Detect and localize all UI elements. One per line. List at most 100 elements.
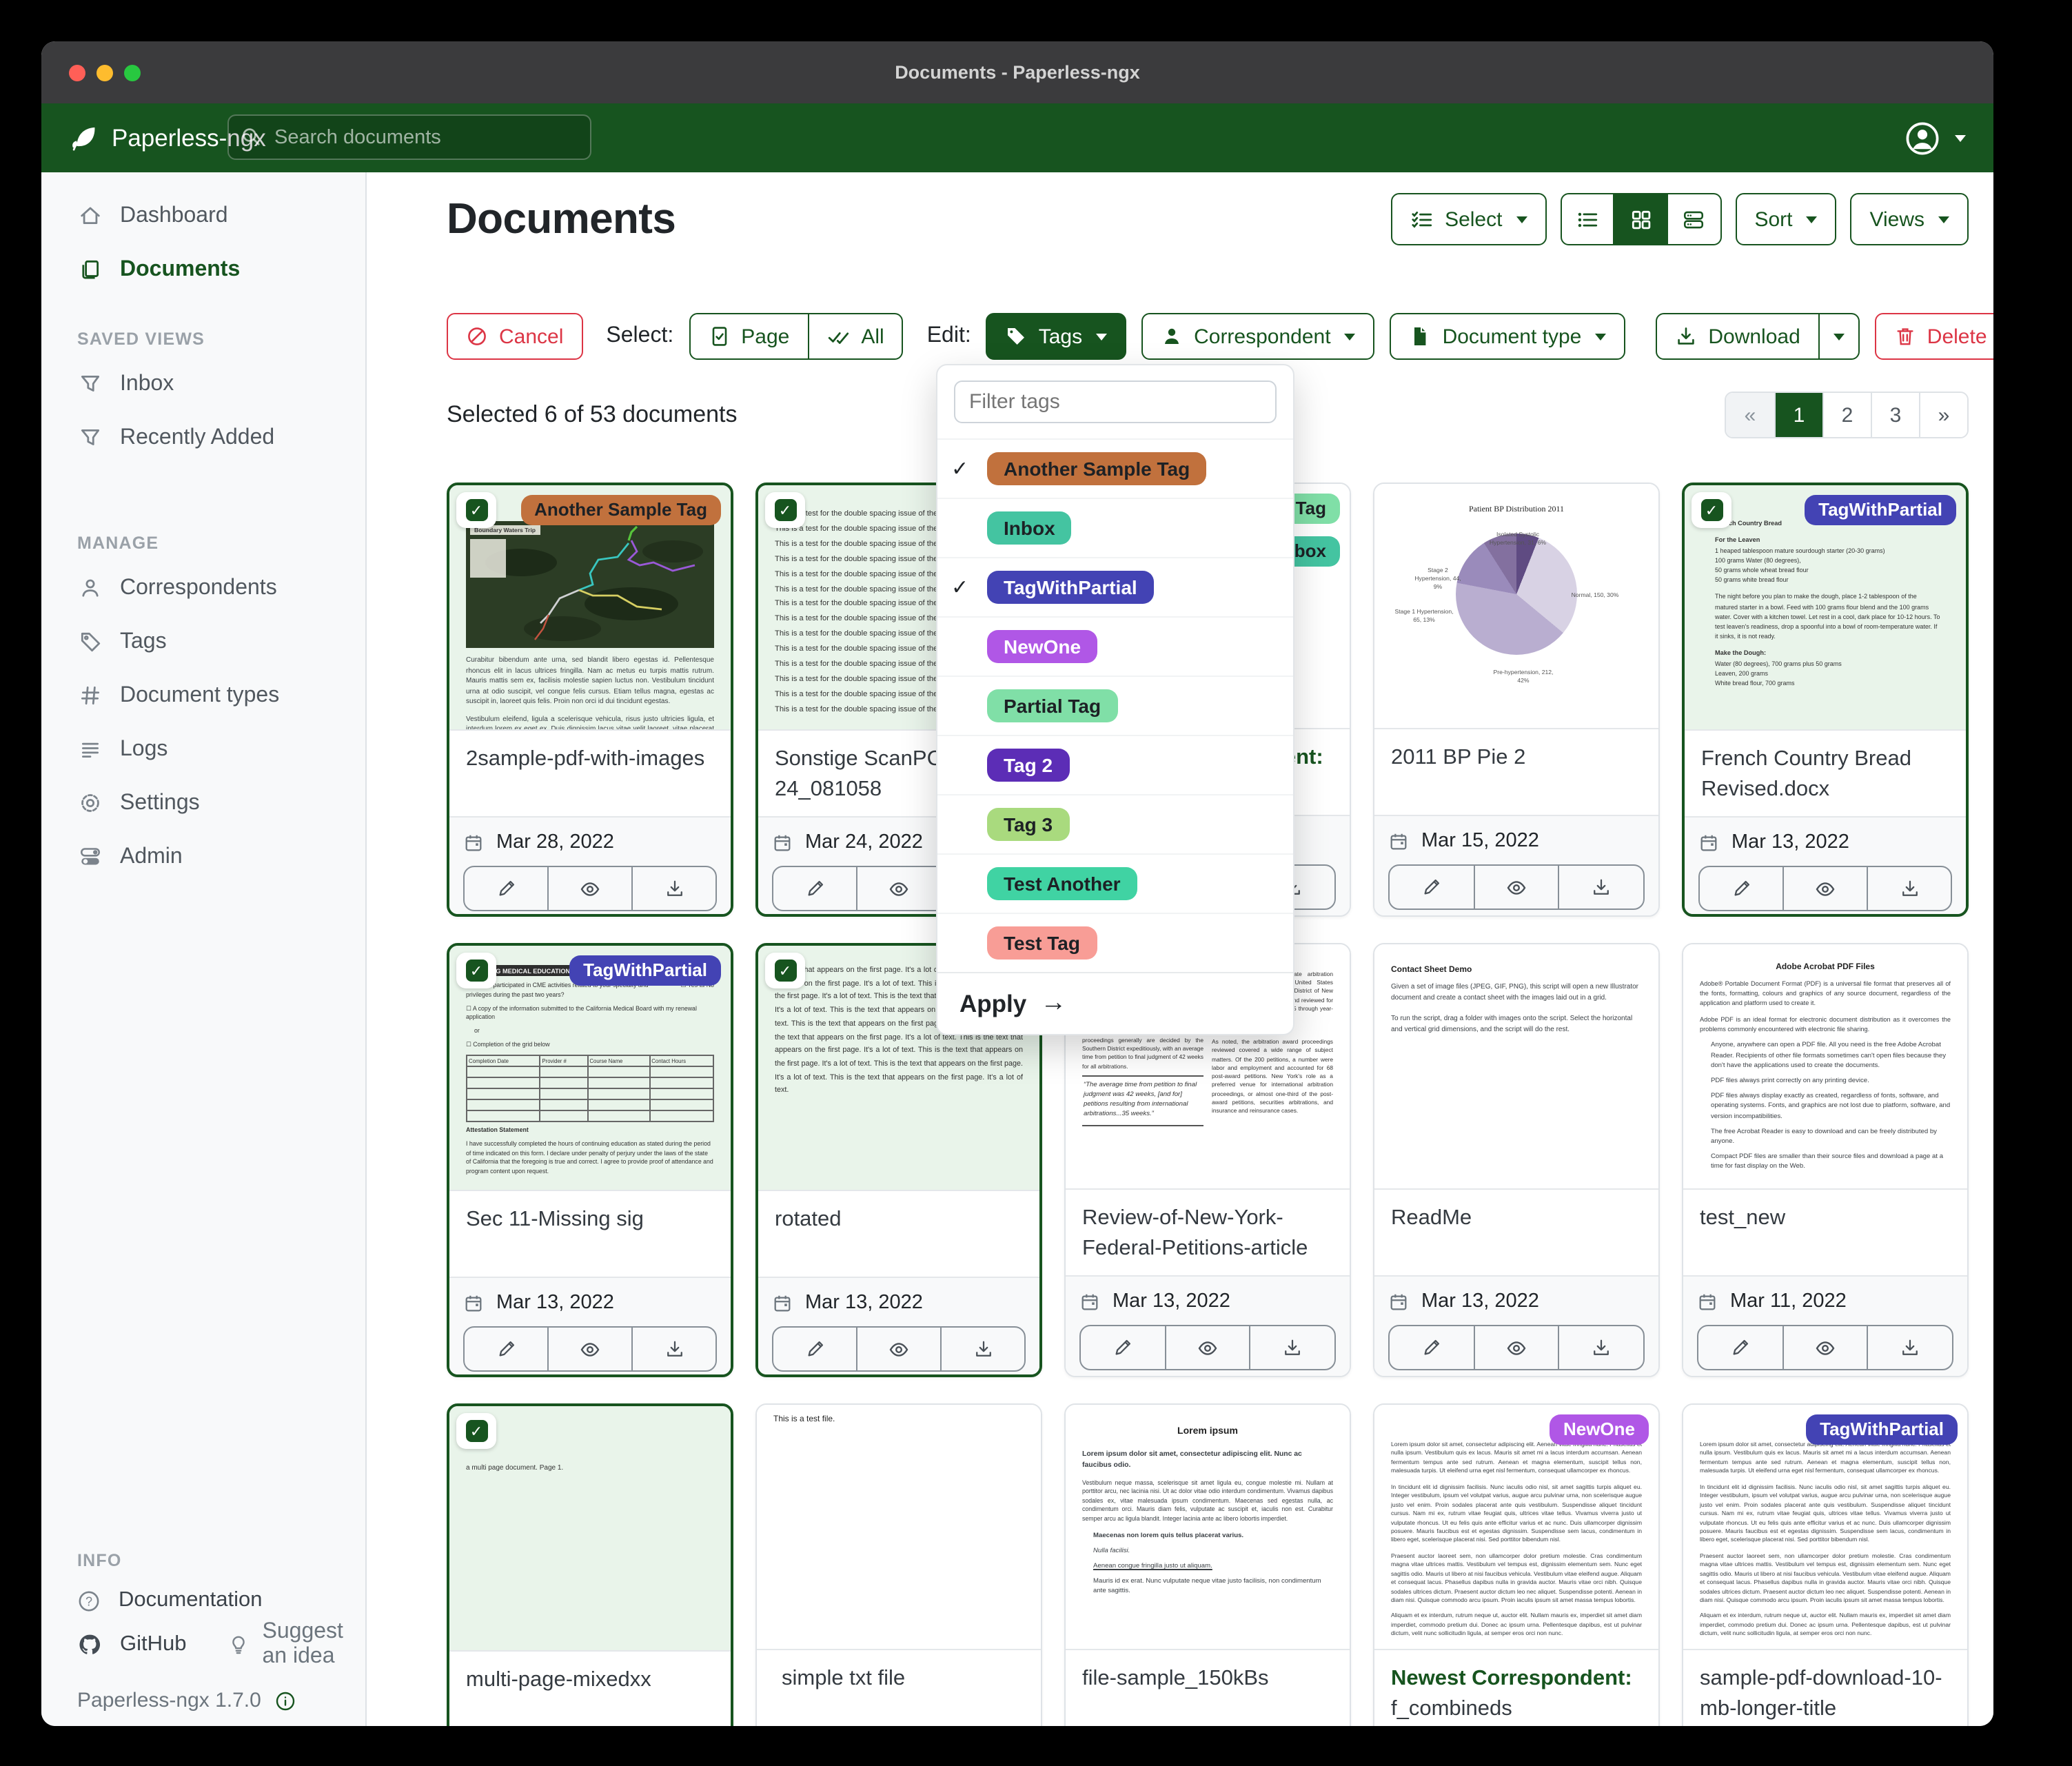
download-document-button[interactable] bbox=[1249, 1326, 1334, 1369]
edit-document-button[interactable] bbox=[1700, 867, 1782, 910]
detail-view-button[interactable] bbox=[1667, 193, 1722, 245]
document-title[interactable]: ReadMe bbox=[1391, 1206, 1472, 1230]
document-title[interactable]: simple txt file bbox=[782, 1667, 906, 1690]
sidebar-item-dashboard[interactable]: Dashboard bbox=[41, 189, 365, 243]
list-view-button[interactable] bbox=[1560, 193, 1614, 245]
pagination-page-3[interactable]: 3 bbox=[1871, 393, 1919, 437]
pagination-prev-button[interactable]: « bbox=[1726, 393, 1774, 437]
view-document-button[interactable] bbox=[1164, 1326, 1249, 1369]
card-checkbox[interactable]: ✓ bbox=[456, 953, 496, 988]
minimize-window-button[interactable] bbox=[97, 65, 113, 81]
sidebar-item-documentation[interactable]: ? Documentation bbox=[41, 1579, 365, 1623]
document-card[interactable]: NewOne Lorem ipsum dolor sit amet, conse… bbox=[1373, 1403, 1660, 1726]
view-document-button[interactable] bbox=[856, 1328, 940, 1370]
document-card[interactable]: Lorem ipsum Lorem ipsum dolor sit amet, … bbox=[1064, 1403, 1351, 1726]
card-checkbox[interactable]: ✓ bbox=[765, 953, 805, 988]
document-card[interactable]: This is a test file. simple txt file bbox=[755, 1403, 1042, 1726]
edit-document-button[interactable] bbox=[1081, 1326, 1164, 1369]
tags-dropdown-button[interactable]: Tags bbox=[986, 313, 1127, 360]
download-document-button[interactable] bbox=[1558, 1326, 1643, 1369]
document-title[interactable]: French Country Bread Revised.docx bbox=[1701, 747, 1911, 801]
document-title[interactable]: Newest Correspondent: f_combineds bbox=[1374, 1650, 1658, 1726]
document-title[interactable]: Sec 11-Missing sig bbox=[466, 1208, 644, 1231]
view-document-button[interactable] bbox=[547, 867, 631, 910]
document-title[interactable]: Review-of-New-York-Federal-Petitions-art… bbox=[1082, 1206, 1308, 1260]
correspondent-dropdown-button[interactable]: Correspondent bbox=[1141, 313, 1375, 360]
tag-option[interactable]: Test Tag bbox=[937, 913, 1293, 972]
info-circle-icon[interactable] bbox=[275, 1689, 297, 1712]
tag-option[interactable]: Tag 3 bbox=[937, 794, 1293, 853]
view-document-button[interactable] bbox=[547, 1328, 631, 1370]
card-checkbox[interactable]: ✓ bbox=[456, 1413, 496, 1449]
document-card[interactable]: a multi page document. Page 1. ✓ multi-p… bbox=[447, 1403, 733, 1726]
document-title[interactable]: file-sample_150kBs bbox=[1082, 1667, 1269, 1690]
view-document-button[interactable] bbox=[856, 867, 940, 910]
tag-option[interactable]: ✓ TagWithPartial bbox=[937, 557, 1293, 616]
document-type-dropdown-button[interactable]: Document type bbox=[1390, 313, 1626, 360]
select-all-button[interactable]: All bbox=[809, 313, 904, 360]
document-title[interactable]: sample-pdf-download-10-mb-longer-title bbox=[1700, 1667, 1942, 1721]
cancel-button[interactable]: Cancel bbox=[447, 313, 583, 360]
edit-document-button[interactable] bbox=[465, 1328, 547, 1370]
document-card[interactable]: TagWithPartial French Country Bread For … bbox=[1682, 483, 1969, 917]
document-title[interactable]: test_new bbox=[1700, 1206, 1786, 1230]
search-input[interactable] bbox=[227, 114, 591, 160]
sidebar-item-inbox[interactable]: Inbox bbox=[41, 357, 365, 411]
delete-button[interactable]: Delete bbox=[1874, 313, 1993, 360]
sidebar-item-tags[interactable]: Tags bbox=[41, 615, 365, 669]
sort-dropdown-button[interactable]: Sort bbox=[1735, 193, 1837, 245]
edit-document-button[interactable] bbox=[1390, 866, 1473, 909]
view-document-button[interactable] bbox=[1782, 1326, 1867, 1369]
filter-tags-input[interactable] bbox=[954, 380, 1277, 423]
view-document-button[interactable] bbox=[1473, 866, 1558, 909]
pagination-page-1[interactable]: 1 bbox=[1774, 393, 1822, 437]
tag-option[interactable]: Inbox bbox=[937, 498, 1293, 557]
select-dropdown-button[interactable]: Select bbox=[1391, 193, 1547, 245]
sidebar-item-suggest-idea[interactable]: Suggest an idea bbox=[228, 1620, 366, 1669]
document-title[interactable]: rotated bbox=[775, 1208, 842, 1231]
document-card[interactable]: Contact Sheet Demo Given a set of image … bbox=[1373, 943, 1660, 1377]
view-document-button[interactable] bbox=[1782, 867, 1867, 910]
pagination-next-button[interactable]: » bbox=[1919, 393, 1967, 437]
sidebar-item-recently-added[interactable]: Recently Added bbox=[41, 411, 365, 465]
download-options-button[interactable] bbox=[1819, 313, 1860, 360]
document-card[interactable]: Adobe Acrobat PDF Files Adobe® Portable … bbox=[1682, 943, 1969, 1377]
download-document-button[interactable] bbox=[1558, 866, 1643, 909]
sidebar-item-document-types[interactable]: Document types bbox=[41, 669, 365, 722]
document-card[interactable]: TagWithPartial NTINUING MEDICAL EDUCATIO… bbox=[447, 943, 733, 1377]
card-checkbox[interactable]: ✓ bbox=[765, 492, 805, 528]
download-document-button[interactable] bbox=[1867, 867, 1951, 910]
close-window-button[interactable] bbox=[69, 65, 85, 81]
document-title[interactable]: 2sample-pdf-with-images bbox=[466, 747, 705, 771]
download-document-button[interactable] bbox=[1867, 1326, 1952, 1369]
zoom-window-button[interactable] bbox=[124, 65, 141, 81]
grid-view-button[interactable] bbox=[1614, 193, 1668, 245]
view-document-button[interactable] bbox=[1473, 1326, 1558, 1369]
download-document-button[interactable] bbox=[631, 867, 715, 910]
edit-document-button[interactable] bbox=[1390, 1326, 1473, 1369]
sidebar-item-github[interactable]: GitHub bbox=[41, 1623, 187, 1667]
edit-document-button[interactable] bbox=[773, 1328, 856, 1370]
tag-option[interactable]: ✓ Another Sample Tag bbox=[937, 438, 1293, 498]
document-title[interactable]: Sonstige ScanPC2 24_081058 bbox=[775, 747, 955, 801]
edit-document-button[interactable] bbox=[465, 867, 547, 910]
sidebar-item-correspondents[interactable]: Correspondents bbox=[41, 561, 365, 615]
apply-tags-button[interactable]: Apply → bbox=[937, 972, 1293, 1034]
sidebar-item-settings[interactable]: Settings bbox=[41, 776, 365, 830]
document-card[interactable]: TagWithPartial Lorem ipsum dolor sit ame… bbox=[1682, 1403, 1969, 1726]
card-checkbox[interactable]: ✓ bbox=[1692, 492, 1731, 528]
views-dropdown-button[interactable]: Views bbox=[1850, 193, 1969, 245]
edit-document-button[interactable] bbox=[1698, 1326, 1782, 1369]
edit-document-button[interactable] bbox=[773, 867, 856, 910]
download-document-button[interactable] bbox=[631, 1328, 715, 1370]
brand[interactable]: Paperless-ngx bbox=[69, 123, 266, 153]
document-title[interactable]: multi-page-mixedxx bbox=[466, 1668, 651, 1692]
sidebar-item-documents[interactable]: Documents bbox=[41, 243, 365, 296]
card-checkbox[interactable]: ✓ bbox=[456, 492, 496, 528]
sidebar-item-admin[interactable]: Admin bbox=[41, 830, 365, 884]
download-button[interactable]: Download bbox=[1656, 313, 1820, 360]
tag-option[interactable]: Partial Tag bbox=[937, 676, 1293, 735]
sidebar-item-logs[interactable]: Logs bbox=[41, 722, 365, 776]
download-document-button[interactable] bbox=[940, 1328, 1024, 1370]
tag-option[interactable]: NewOne bbox=[937, 616, 1293, 676]
